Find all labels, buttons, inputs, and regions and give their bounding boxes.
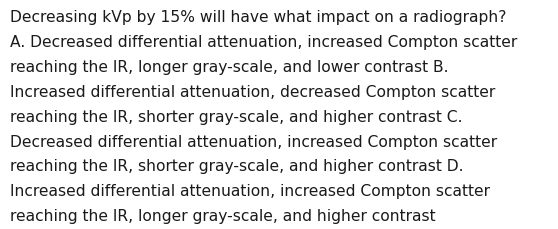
Text: Increased differential attenuation, increased Compton scatter: Increased differential attenuation, incr…	[10, 183, 490, 198]
Text: Decreasing kVp by 15% will have what impact on a radiograph?: Decreasing kVp by 15% will have what imp…	[10, 10, 507, 25]
Text: Decreased differential attenuation, increased Compton scatter: Decreased differential attenuation, incr…	[10, 134, 497, 149]
Text: reaching the IR, shorter gray-scale, and higher contrast D.: reaching the IR, shorter gray-scale, and…	[10, 159, 464, 174]
Text: A. Decreased differential attenuation, increased Compton scatter: A. Decreased differential attenuation, i…	[10, 35, 517, 50]
Text: Increased differential attenuation, decreased Compton scatter: Increased differential attenuation, decr…	[10, 85, 496, 99]
Text: reaching the IR, shorter gray-scale, and higher contrast C.: reaching the IR, shorter gray-scale, and…	[10, 109, 463, 124]
Text: reaching the IR, longer gray-scale, and lower contrast B.: reaching the IR, longer gray-scale, and …	[10, 60, 449, 75]
Text: reaching the IR, longer gray-scale, and higher contrast: reaching the IR, longer gray-scale, and …	[10, 208, 436, 223]
